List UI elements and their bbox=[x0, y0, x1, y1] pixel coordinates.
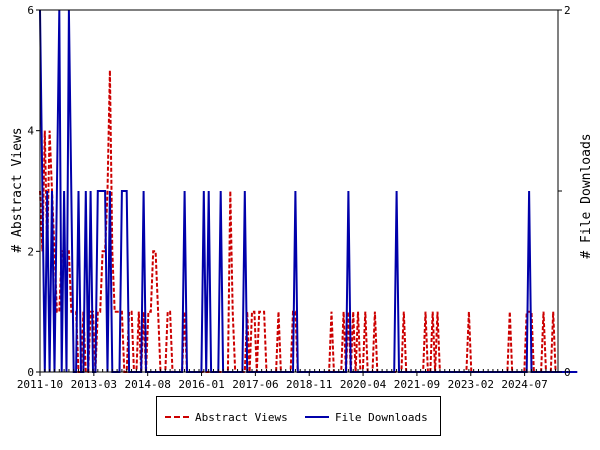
legend-item-abstract-views: Abstract Views bbox=[165, 409, 288, 425]
x-tick-label: 2013-03 bbox=[71, 378, 117, 391]
x-tick-label: 2011-10 bbox=[17, 378, 63, 391]
y-left-tick-label: 4 bbox=[27, 125, 34, 138]
x-tick-label: 2021-09 bbox=[394, 378, 440, 391]
y-axis-left-title: # Abstract Views bbox=[10, 127, 25, 252]
legend-swatch-file-downloads bbox=[305, 416, 329, 418]
x-tick-label: 2017-06 bbox=[232, 378, 278, 391]
x-tick-label: 2020-04 bbox=[340, 378, 387, 391]
legend-label-file-downloads: File Downloads bbox=[335, 410, 428, 424]
x-tick-label: 2014-08 bbox=[125, 378, 171, 391]
legend-item-file-downloads: File Downloads bbox=[305, 409, 428, 425]
y-right-tick-label: 0 bbox=[564, 366, 571, 379]
plot-background bbox=[40, 10, 558, 372]
axes-layer: 2011-10 2013-03 2014-08 2016-01 2017-06 2018-… bbox=[17, 4, 571, 391]
y-left-tick-label: 2 bbox=[27, 245, 34, 258]
x-tick-label: 2024-07 bbox=[501, 378, 547, 391]
x-tick-label: 2016-01 bbox=[178, 378, 224, 391]
x-tick-label: 2023-02 bbox=[448, 378, 494, 391]
plot-area bbox=[40, 10, 558, 372]
legend: Abstract Views File Downloads bbox=[156, 396, 441, 436]
y-left-tick-label: 6 bbox=[27, 4, 34, 17]
x-tick-label: 2018-11 bbox=[286, 378, 332, 391]
legend-swatch-abstract-views bbox=[165, 416, 189, 418]
y-right-tick-label: 2 bbox=[564, 4, 571, 17]
legend-label-abstract-views: Abstract Views bbox=[195, 410, 288, 424]
y-left-tick-label: 0 bbox=[27, 366, 34, 379]
y-axis-right-title: # File Downloads bbox=[579, 133, 594, 258]
